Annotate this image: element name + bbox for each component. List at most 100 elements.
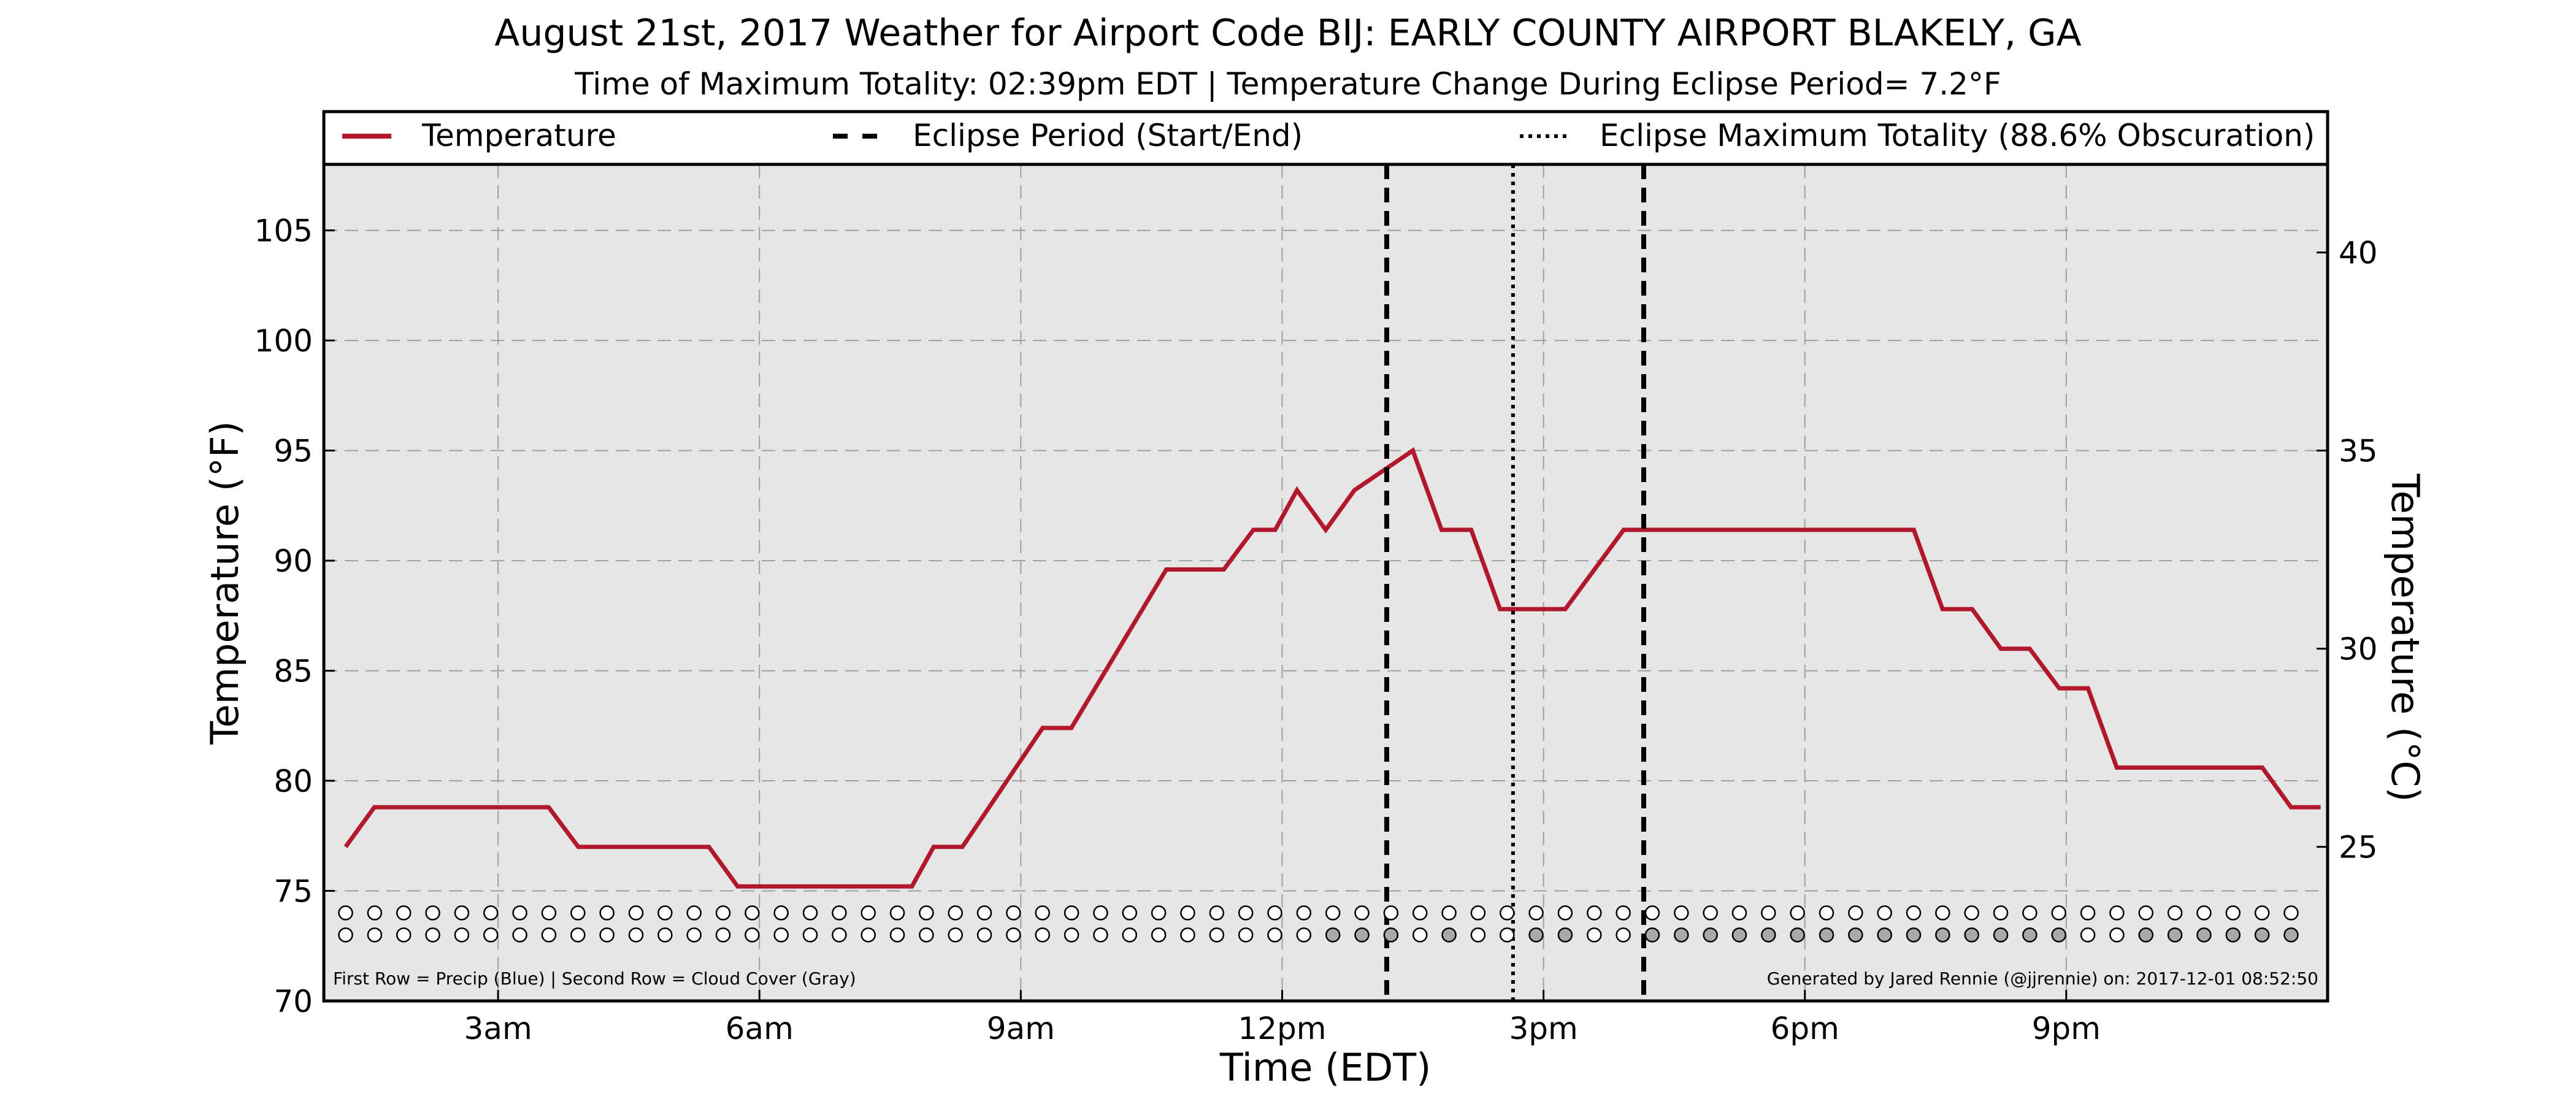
cloud-marker — [948, 927, 963, 943]
precip-marker — [1006, 905, 1021, 921]
precip-marker — [889, 905, 905, 921]
cloud-marker — [1470, 927, 1486, 943]
cloud-marker — [2022, 927, 2037, 943]
precip-marker — [628, 905, 644, 921]
cloud-marker — [512, 927, 527, 943]
cloud-marker — [483, 927, 499, 943]
cloud-marker — [802, 927, 818, 943]
cloud-marker — [832, 927, 847, 943]
cloud-marker — [2283, 927, 2299, 943]
precip-marker — [2080, 905, 2096, 921]
cloud-marker — [715, 927, 731, 943]
cloud-marker — [1616, 927, 1631, 943]
precip-marker — [2254, 905, 2270, 921]
precip-marker — [1180, 905, 1195, 921]
cloud-marker — [657, 927, 673, 943]
legend: Temperature Eclipse Period (Start/End) E… — [322, 110, 2329, 166]
precip-marker — [1151, 905, 1167, 921]
precip-marker — [2283, 905, 2299, 921]
cloud-marker — [1267, 927, 1282, 943]
cloud-marker — [889, 927, 905, 943]
precip-marker — [686, 905, 702, 921]
cloud-marker — [1209, 927, 1225, 943]
precip-marker — [1528, 905, 1544, 921]
chart-title: August 21st, 2017 Weather for Airport Co… — [494, 12, 2081, 55]
precip-marker — [1441, 905, 1457, 921]
precip-marker — [1761, 905, 1776, 921]
precip-marker — [1935, 905, 1950, 921]
precip-marker — [773, 905, 789, 921]
eclipse-lines — [1384, 164, 1646, 1001]
precip-marker — [541, 905, 557, 921]
precip-marker — [1993, 905, 2009, 921]
precip-marker — [1267, 905, 1282, 921]
cloud-marker — [1441, 927, 1457, 943]
cloud-marker — [1238, 927, 1254, 943]
x-tick-label: 6am — [726, 1011, 794, 1046]
precip-marker — [919, 905, 934, 921]
cloud-marker — [454, 927, 470, 943]
precip-marker — [657, 905, 673, 921]
precip-marker — [1499, 905, 1515, 921]
cloud-marker — [2167, 927, 2183, 943]
precip-marker — [1848, 905, 1863, 921]
cloud-marker — [1064, 927, 1079, 943]
cloud-marker — [745, 927, 760, 943]
x-axis-label: Time (EDT) — [1219, 1045, 1432, 1090]
cloud-marker — [2138, 927, 2154, 943]
y-tick-label-right: 30 — [2339, 632, 2378, 667]
cloud-marker — [2051, 927, 2067, 943]
temperature-line — [343, 447, 2321, 889]
precip-marker — [745, 905, 760, 921]
cloud-marker — [599, 927, 615, 943]
y-axis-label-left: Temperature (°F) — [202, 421, 247, 745]
precip-marker — [1383, 905, 1399, 921]
cloud-marker — [919, 927, 934, 943]
legend-label-temperature: Temperature — [421, 118, 616, 153]
cloud-marker — [1383, 927, 1399, 943]
cloud-marker — [396, 927, 412, 943]
y-axis-label-right: Temperature (°C) — [2383, 473, 2428, 802]
cloud-marker — [570, 927, 586, 943]
cloud-marker — [1035, 927, 1050, 943]
y-tick-label-left: 85 — [274, 654, 313, 689]
precip-marker — [396, 905, 412, 921]
cloud-marker — [628, 927, 644, 943]
precip-marker — [1296, 905, 1312, 921]
cloud-marker — [338, 927, 353, 943]
footnote-left: First Row = Precip (Blue) | Second Row =… — [333, 968, 856, 989]
precip-marker — [1209, 905, 1225, 921]
x-tick-label: 6pm — [1771, 1011, 1839, 1046]
precip-marker — [1790, 905, 1805, 921]
cloud-marker — [1644, 927, 1660, 943]
cloud-marker — [1790, 927, 1805, 943]
precip-marker — [2225, 905, 2241, 921]
x-tick-label: 9pm — [2032, 1011, 2101, 1046]
cloud-marker — [1993, 927, 2009, 943]
legend-frame — [322, 110, 2329, 166]
precip-marker — [1035, 905, 1050, 921]
cloud-marker — [541, 927, 557, 943]
cloud-marker — [1325, 927, 1341, 943]
cloud-marker — [1151, 927, 1167, 943]
cloud-marker — [861, 927, 876, 943]
x-tick-label: 3pm — [1509, 1011, 1577, 1046]
y-tick-label-right: 40 — [2339, 236, 2378, 271]
precip-marker — [861, 905, 876, 921]
cloud-marker — [1122, 927, 1138, 943]
cloud-marker — [1006, 927, 1021, 943]
cloud-marker — [1180, 927, 1195, 943]
y-tick-label-left: 80 — [274, 764, 313, 799]
cloud-marker — [1906, 927, 1922, 943]
cloud-marker — [1093, 927, 1108, 943]
cloud-marker — [2225, 927, 2241, 943]
plot-area — [324, 164, 2328, 1001]
legend-label-eclipse-period: Eclipse Period (Start/End) — [913, 118, 1303, 153]
precip-marker — [1064, 905, 1079, 921]
precip-marker — [715, 905, 731, 921]
cloud-marker — [1557, 927, 1573, 943]
precip-marker — [570, 905, 586, 921]
cloud-marker — [425, 927, 440, 943]
chart-subtitle: Time of Maximum Totality: 02:39pm EDT | … — [574, 66, 2001, 102]
cloud-marker — [2254, 927, 2270, 943]
